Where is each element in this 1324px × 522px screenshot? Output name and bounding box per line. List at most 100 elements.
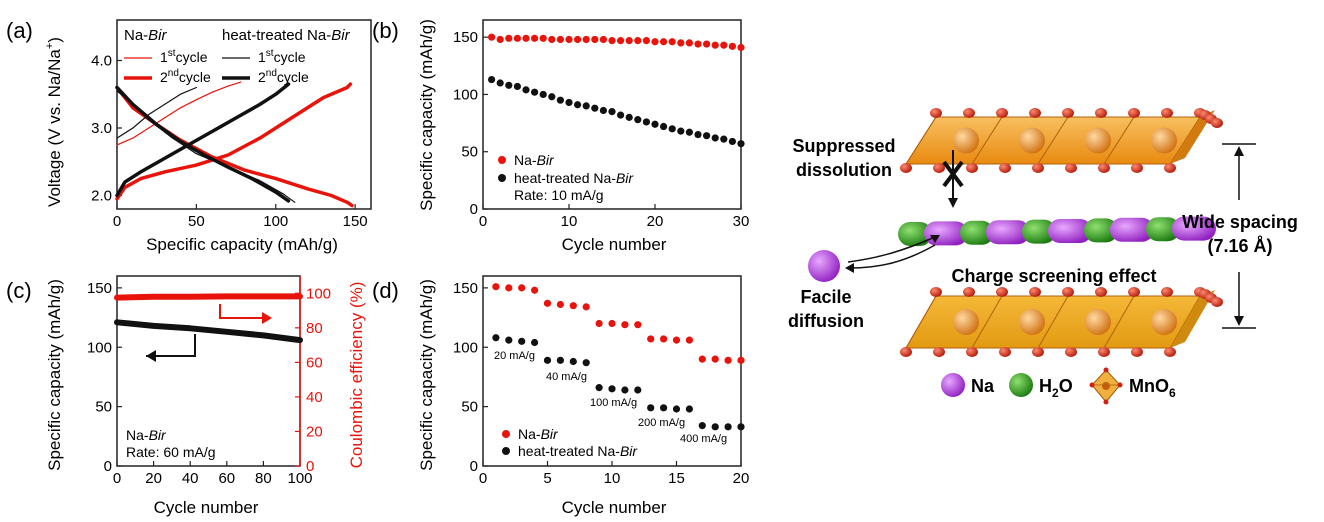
legend-a-text-2nd-red: 2ndcycle [160,68,211,85]
point-b-red [737,43,745,52]
point-b-black [660,122,668,131]
point-d-red [737,356,745,364]
point-b-red [539,34,547,42]
mn-atom [1151,127,1177,154]
point-b-black [625,113,633,121]
y-tick-label: 0 [470,458,478,475]
legend-mno6-label: MnO6 [1129,376,1176,400]
point-b-black [496,79,504,87]
curve-a-1 [115,82,353,201]
panel-b-rate-label: Rate: 10 mA/g [514,187,604,203]
oxygen-atom [1161,287,1173,297]
slab-edge [1037,116,1069,165]
na-ion [986,220,1030,245]
point-b-red [531,34,539,42]
oxygen-atom [1062,108,1074,118]
y-tick-label: 150 [453,29,478,46]
rate-label-40: 40 mA/g [546,371,587,383]
slab-edge [905,116,937,165]
x-tick-label: 0 [113,213,121,230]
point-b-red [660,38,668,46]
x-tick-label: 20 [647,213,664,230]
point-b-black [677,127,685,135]
point-b-black [599,106,608,115]
point-b-black [694,130,702,139]
water-molecule [960,220,994,245]
point-d-black [724,423,732,431]
x-tick-label: 50 [188,213,205,230]
x-tick-label: 30 [733,213,750,230]
y2-tick-label: 100 [306,285,331,302]
point-b-red [625,37,633,45]
plot-d-area: 0 5 10 15 20 0 50 100 150 [453,275,750,487]
point-b-red [634,37,642,45]
point-b-black [737,140,745,148]
point-d-black [634,386,642,394]
y-tick-label: 50 [461,144,478,161]
panel-c-rate-label: Rate: 60 mA/g [126,444,216,460]
point-b-red [574,35,582,44]
y-tick-label: 0 [470,201,478,218]
legend-b-marker-red [498,156,506,164]
x-tick-label: 100 [287,470,312,487]
point-d-black [698,422,706,430]
point-b-black [728,137,737,146]
panel-a-legend: Na-Bir heat-treated Na-Bir 1stcycle 2ndc… [124,27,351,85]
point-b-black [703,132,711,140]
legend-b-marker-black [498,174,506,182]
point-d-red [518,284,526,292]
mn-atom [953,127,979,154]
right-axis-arrow-icon [219,304,264,319]
plot-b-area: 0 10 20 30 0 50 100 150 [453,19,750,230]
suppressed-dissolution-label-1: Suppressed [792,136,895,156]
right-axis-arrowhead-icon [262,312,272,324]
panel-d-legend: Na-Bir heat-treated Na-Bir [502,426,638,459]
panel-a-letter: (a) [6,18,33,43]
oxygen-atom [1095,108,1107,118]
oxygen-atom [1128,287,1140,297]
panel-b: (b) 0 10 20 30 0 50 100 150 Specific capacity (… [372,18,749,254]
oxygen-atom [900,163,912,173]
panel-a-xlabel: Specific capacity (mAh/g) [146,235,338,254]
oxygen-atom [1032,347,1044,357]
point-d-black [737,423,745,431]
point-b-red [556,35,565,44]
plot-frame [116,19,372,210]
water-molecule [898,222,932,246]
oxygen-atom [930,108,942,118]
point-d-red [685,336,694,344]
y2-tick-label: 20 [306,423,323,440]
point-b-red [668,38,676,46]
curve-a-6 [115,85,291,203]
point-b-red [617,37,625,45]
point-b-red [496,35,504,44]
point-d-black [685,405,694,413]
point-b-black [608,108,616,116]
point-b-red [677,39,685,47]
interlayer-na-h2o-row [898,216,1216,246]
x-tick-label: 20 [733,470,750,487]
point-b-red [599,35,608,44]
water-molecule [1022,219,1056,244]
left-axis-arrowhead-icon [146,350,156,362]
point-b-black [556,96,565,104]
y-tick-label: 50 [95,399,112,416]
panel-d-letter: (d) [372,278,399,303]
point-d-red [634,321,642,329]
slab-edge [1103,295,1135,349]
point-b-black [617,111,625,119]
point-b-black [548,93,556,101]
schematic: Suppressed dissolution Facile diffusion … [788,108,1298,405]
dissolution-arrowhead-icon [948,198,958,208]
point-d-black [556,356,565,364]
point-d-red [660,335,668,343]
point-b-black [634,116,642,124]
oxygen-atom [1029,108,1041,118]
diffusion-arrowhead-in-icon [845,263,854,273]
point-d-black [518,337,526,345]
point-d-black [582,359,590,367]
oxygen-atom [1065,163,1077,173]
point-d-black [531,338,539,347]
oxygen-atom [1164,347,1176,357]
